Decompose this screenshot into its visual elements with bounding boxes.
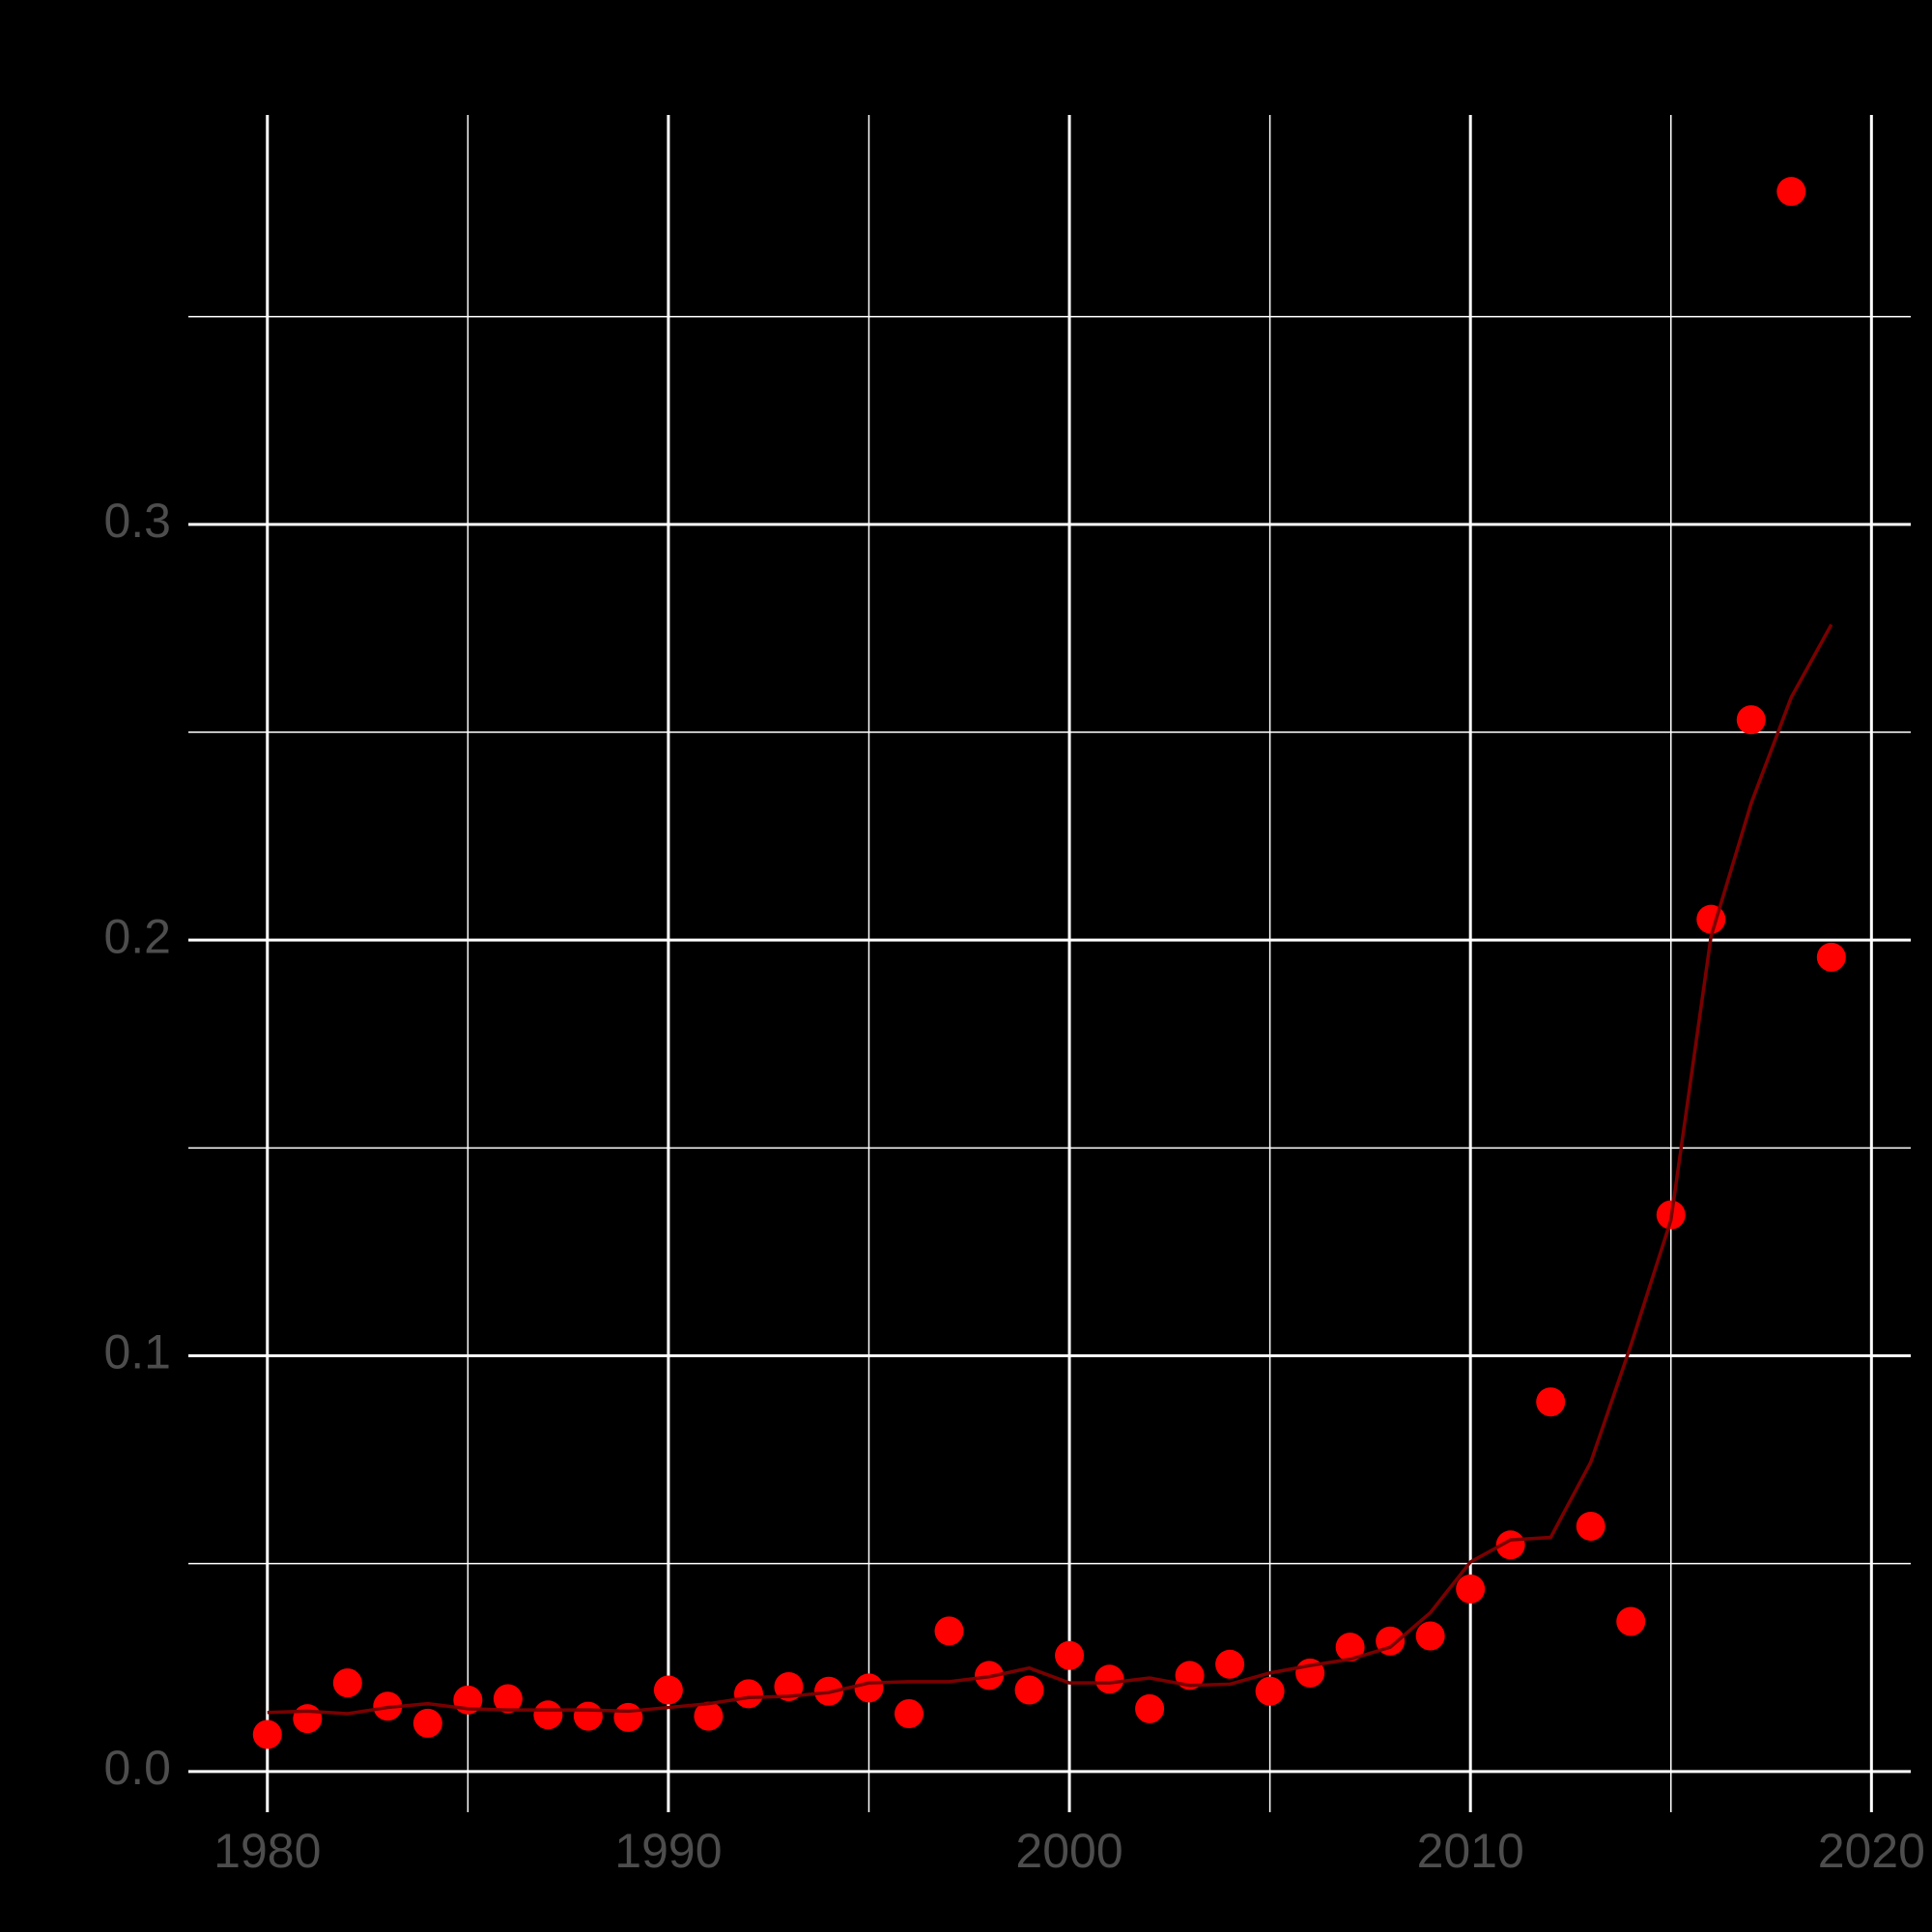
data-point	[1696, 904, 1726, 934]
data-point	[1576, 1511, 1605, 1541]
data-point	[252, 1719, 282, 1749]
x-tick-label: 1990	[614, 1824, 722, 1878]
data-point	[1616, 1606, 1646, 1636]
y-tick-label: 0.2	[103, 909, 171, 963]
data-point	[412, 1708, 442, 1738]
data-point	[332, 1668, 362, 1698]
data-point	[493, 1684, 523, 1714]
data-point	[1456, 1574, 1486, 1604]
data-point	[1335, 1633, 1365, 1662]
x-tick-label: 1980	[213, 1824, 321, 1878]
y-tick-label: 0.1	[103, 1325, 171, 1379]
data-point	[1055, 1640, 1085, 1670]
data-point	[1135, 1693, 1165, 1723]
data-point	[573, 1701, 603, 1731]
data-point	[1255, 1676, 1285, 1706]
data-point	[694, 1701, 724, 1731]
y-tick-label: 0.3	[103, 494, 171, 548]
data-point	[1536, 1387, 1566, 1417]
y-tick-label: 0.0	[103, 1741, 171, 1795]
data-point	[1736, 705, 1766, 735]
data-point	[854, 1673, 884, 1703]
data-point	[894, 1699, 923, 1729]
data-point	[1776, 177, 1806, 207]
data-point	[1816, 942, 1846, 972]
x-tick-label: 2020	[1818, 1824, 1925, 1878]
data-point	[1495, 1530, 1525, 1560]
data-point	[1415, 1621, 1445, 1651]
data-point	[1215, 1649, 1245, 1679]
data-point	[293, 1704, 323, 1734]
data-point	[733, 1679, 763, 1709]
data-point	[653, 1675, 683, 1705]
trend-line	[267, 623, 1833, 1716]
x-tick-label: 2010	[1417, 1824, 1524, 1878]
data-point	[1094, 1664, 1124, 1694]
data-point	[533, 1700, 563, 1730]
data-point	[934, 1616, 964, 1646]
data-point	[613, 1702, 643, 1732]
data-point	[1014, 1675, 1044, 1705]
x-tick-label: 2000	[1015, 1824, 1122, 1878]
